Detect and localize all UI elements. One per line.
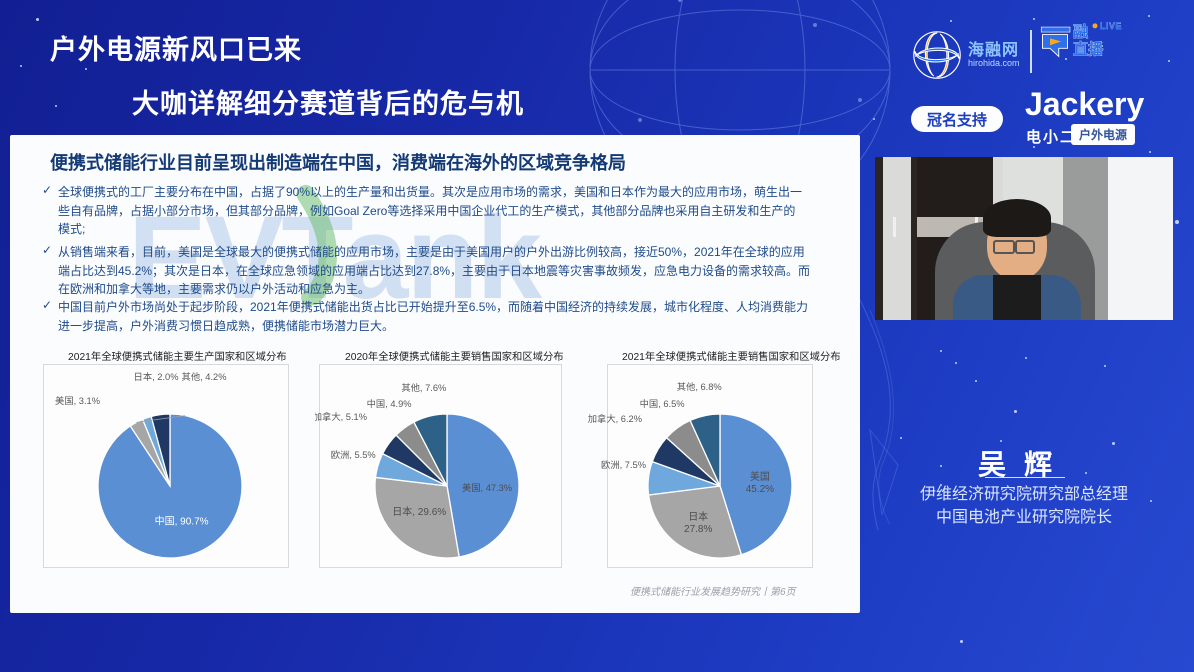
svg-text:加拿大, 6.2%: 加拿大, 6.2%: [588, 413, 642, 424]
svg-text:直播: 直播: [1073, 40, 1104, 58]
svg-text:欧洲, 5.5%: 欧洲, 5.5%: [331, 449, 376, 460]
svg-text:欧洲, 7.5%: 欧洲, 7.5%: [601, 459, 646, 470]
svg-text:中国, 6.5%: 中国, 6.5%: [640, 398, 685, 409]
svg-text:LIVE: LIVE: [1100, 22, 1122, 31]
svg-text:中国, 4.9%: 中国, 4.9%: [367, 398, 412, 409]
svg-text:45.2%: 45.2%: [746, 484, 774, 495]
svg-text:日本, 29.6%: 日本, 29.6%: [392, 505, 446, 518]
svg-text:日本: 日本: [688, 510, 708, 523]
svg-text:加拿大, 5.1%: 加拿大, 5.1%: [315, 411, 367, 422]
svg-text:融: 融: [1073, 22, 1088, 40]
svg-text:美国: 美国: [750, 470, 770, 483]
svg-text:27.8%: 27.8%: [684, 524, 712, 535]
svg-text:其他, 6.8%: 其他, 6.8%: [677, 381, 722, 392]
svg-text:日本, 2.0%: 日本, 2.0%: [134, 371, 179, 382]
svg-text:中国, 90.7%: 中国, 90.7%: [155, 515, 209, 528]
svg-text:其他, 7.6%: 其他, 7.6%: [401, 382, 446, 393]
svg-text:美国, 3.1%: 美国, 3.1%: [55, 395, 100, 406]
svg-text:美国, 47.3%: 美国, 47.3%: [462, 482, 512, 493]
svg-text:其他, 4.2%: 其他, 4.2%: [182, 371, 227, 382]
